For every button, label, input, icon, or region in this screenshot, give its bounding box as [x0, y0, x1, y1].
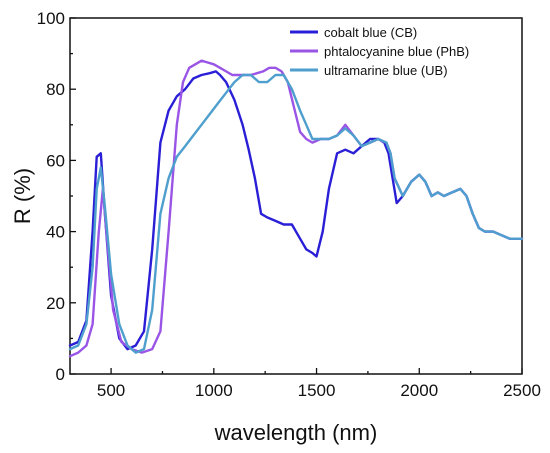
x-tick-label: 1500 [298, 381, 336, 400]
x-axis-title: wavelength (nm) [214, 420, 378, 445]
series-layer [68, 59, 524, 358]
x-tick-label: 1000 [195, 381, 233, 400]
x-tick-label: 2000 [400, 381, 438, 400]
y-tick-label: 20 [46, 294, 65, 313]
series-line-1 [68, 59, 524, 358]
x-tick-label: 500 [97, 381, 125, 400]
legend-label-0: cobalt blue (CB) [324, 25, 417, 40]
y-tick-label: 60 [46, 151, 65, 170]
y-tick-label: 0 [56, 365, 65, 384]
axis-ticks: 500 1000 1500 2000 2500 0 20 40 60 80 100 [37, 9, 541, 400]
legend: cobalt blue (CB) phtalocyanine blue (PhB)… [290, 25, 469, 78]
legend-label-1: phtalocyanine blue (PhB) [324, 44, 469, 59]
legend-label-2: ultramarine blue (UB) [324, 63, 448, 78]
series-line-2 [68, 73, 524, 354]
y-tick-label: 80 [46, 80, 65, 99]
y-tick-label: 100 [37, 9, 65, 28]
y-axis-title: R (%) [10, 168, 35, 224]
y-tick-label: 40 [46, 223, 65, 242]
x-tick-label: 2500 [503, 381, 541, 400]
